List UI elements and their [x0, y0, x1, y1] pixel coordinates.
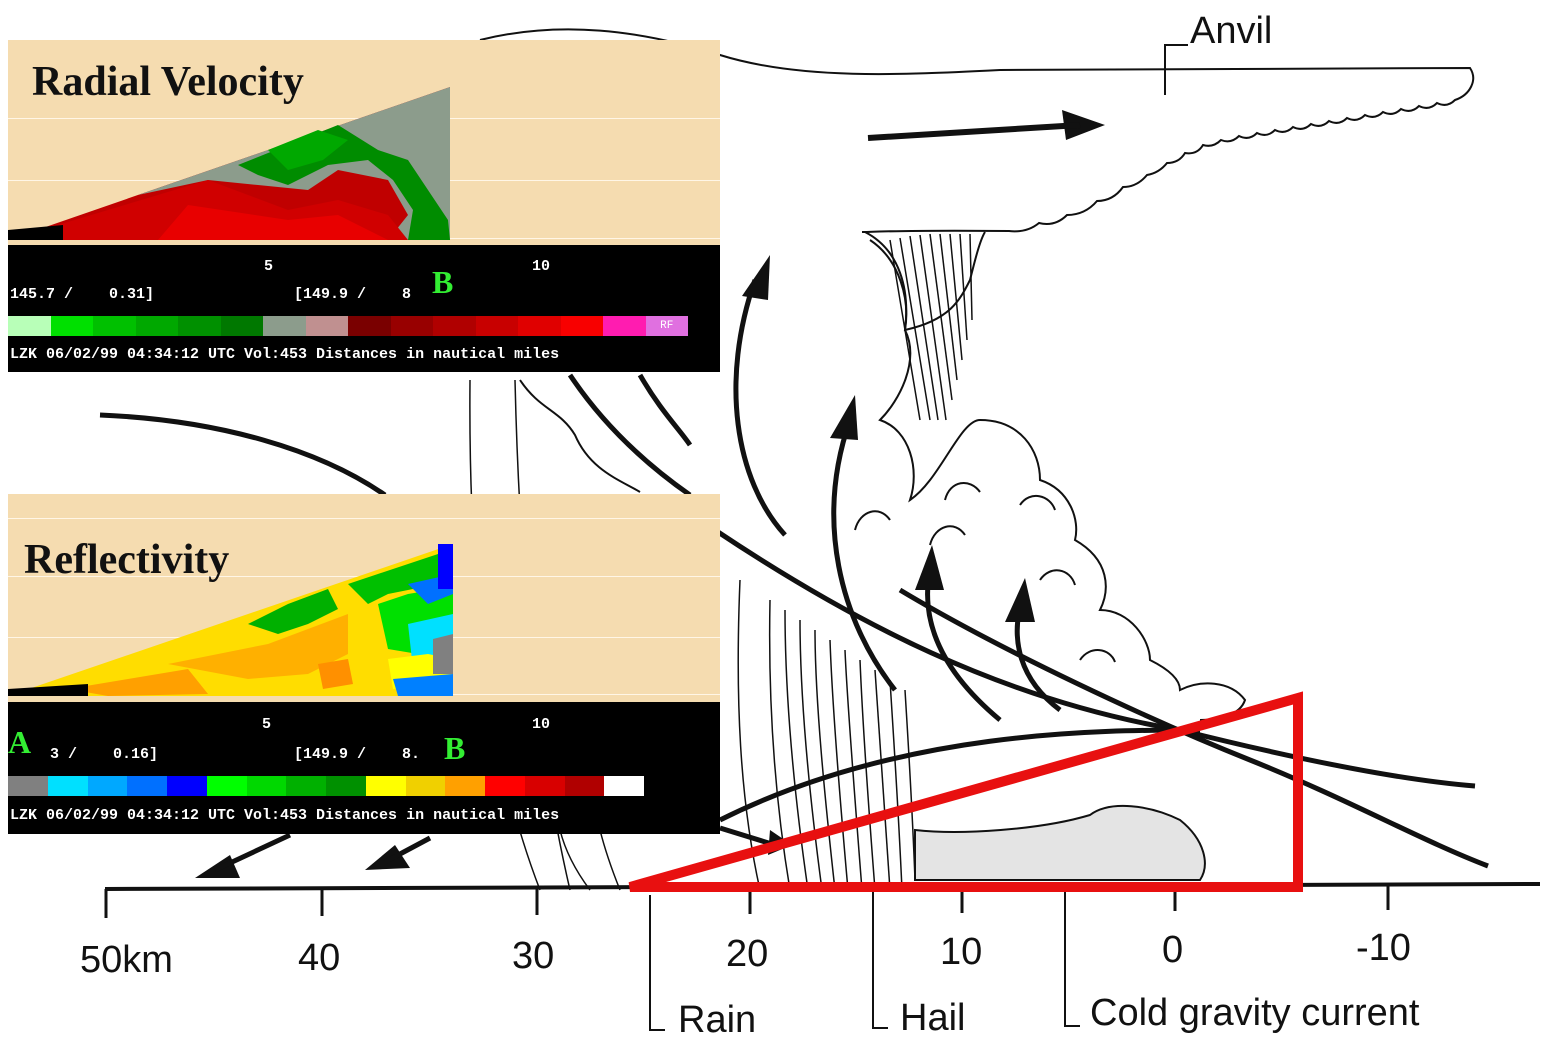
downdraft-arrow-mid [383, 835, 432, 865]
colorbar-swatch [127, 776, 167, 796]
colorbar-swatch [326, 776, 366, 796]
colorbar-swatch [433, 316, 476, 336]
colorbar-swatch [286, 776, 326, 796]
colorbar-swatch [518, 316, 561, 336]
colorbar-swatch [246, 776, 287, 796]
radial-velocity-right-readout: [149.9 / 8 [294, 286, 412, 303]
radial-velocity-footer: LZK 06/02/99 04:34:12 UTC Vol:453 Distan… [10, 346, 560, 363]
tick-label-50km: 50km [80, 939, 173, 981]
radial-velocity-title: Radial Velocity [32, 59, 304, 105]
reflectivity-point-b: B [444, 730, 466, 766]
colorbar-swatch [485, 776, 525, 796]
colorbar-swatch [167, 776, 207, 796]
updraft-arrows [733, 279, 1062, 722]
tick-label-10: 10 [940, 931, 982, 973]
cumulus-towers-outline [869, 239, 1247, 721]
colorbar-swatch [47, 776, 88, 796]
reflectivity-tick-5: 5 [262, 716, 272, 733]
hail-label: Hail [900, 997, 965, 1039]
colorbar-swatch [87, 776, 128, 796]
cold-gravity-current-pool [914, 804, 1206, 881]
tick-label-minus-10: -10 [1356, 927, 1411, 969]
radial-velocity-left-readout: 145.7 / 0.31] [10, 286, 155, 303]
colorbar-swatch [365, 776, 406, 796]
downdraft-arrow-right [719, 825, 776, 848]
colorbar-swatch [560, 316, 603, 336]
anvil-callout-bracket [1164, 44, 1188, 95]
rain-cloud-outline [519, 379, 641, 493]
anvil-label: Anvil [1190, 10, 1272, 52]
anvil-outflow-arrow [867, 122, 1081, 141]
highlight-triangle [628, 691, 1303, 892]
colorbar-swatch [8, 776, 48, 796]
colorbar-swatch [604, 776, 644, 796]
radial-velocity-point-b: B [432, 264, 454, 300]
colorbar-swatch [135, 316, 178, 336]
cumulus-inner-curls [854, 482, 1116, 663]
radial-velocity-panel: Radial Velocity 5 10 145.7 / 0.31] [149.… [8, 40, 720, 372]
reflectivity-right-readout: [149.9 / 8. [294, 746, 421, 763]
reflectivity-colorbar [8, 776, 644, 796]
colorbar-swatch [564, 776, 605, 796]
reflectivity-point-a: A [8, 724, 32, 760]
anvil-cloud-outline [479, 28, 1475, 233]
cold-gravity-current-label: Cold gravity current [1090, 992, 1420, 1034]
tick-label-20: 20 [726, 933, 768, 975]
reflectivity-left-readout: 3 / 0.16] [50, 746, 159, 763]
reflectivity-panel: Reflectivity 5 10 A 3 / 0.16] [149.9 / 8… [8, 494, 720, 834]
radial-velocity-wedge [8, 87, 450, 240]
colorbar-swatch [263, 316, 306, 336]
colorbar-swatch [220, 316, 263, 336]
tick-label-0: 0 [1162, 929, 1183, 971]
colorbar-swatch [445, 776, 485, 796]
colorbar-swatch [348, 316, 391, 336]
colorbar-swatch [524, 776, 565, 796]
colorbar-swatch [206, 776, 247, 796]
colorbar-swatch [390, 316, 433, 336]
tick-label-40: 40 [298, 937, 340, 979]
reflectivity-footer: LZK 06/02/99 04:34:12 UTC Vol:453 Distan… [10, 807, 560, 824]
colorbar-swatch [178, 316, 221, 336]
region-callout-brackets [649, 890, 1080, 1031]
colorbar-swatch [475, 316, 518, 336]
reflectivity-tick-10: 10 [532, 716, 551, 733]
hail-streaks [889, 233, 973, 421]
colorbar-swatch [8, 316, 51, 336]
colorbar-swatch [305, 316, 348, 336]
radial-velocity-tick-5: 5 [264, 258, 274, 275]
downdraft-arrow-left [213, 832, 292, 873]
tick-label-30: 30 [512, 935, 554, 977]
hail-shaft-outline [864, 231, 986, 332]
radial-velocity-colorbar: RF [8, 316, 688, 336]
reflectivity-wedge [8, 544, 453, 696]
reflectivity-title: Reflectivity [24, 537, 230, 583]
colorbar-swatch [603, 316, 646, 336]
colorbar-swatch [405, 776, 446, 796]
colorbar-swatch: RF [645, 316, 688, 336]
rain-label: Rain [678, 999, 756, 1041]
colorbar-swatch [50, 316, 93, 336]
colorbar-swatch [93, 316, 136, 336]
radial-velocity-tick-10: 10 [532, 258, 551, 275]
axis-tick-labels: 50km 40 30 20 10 0 -10 [80, 927, 1411, 981]
